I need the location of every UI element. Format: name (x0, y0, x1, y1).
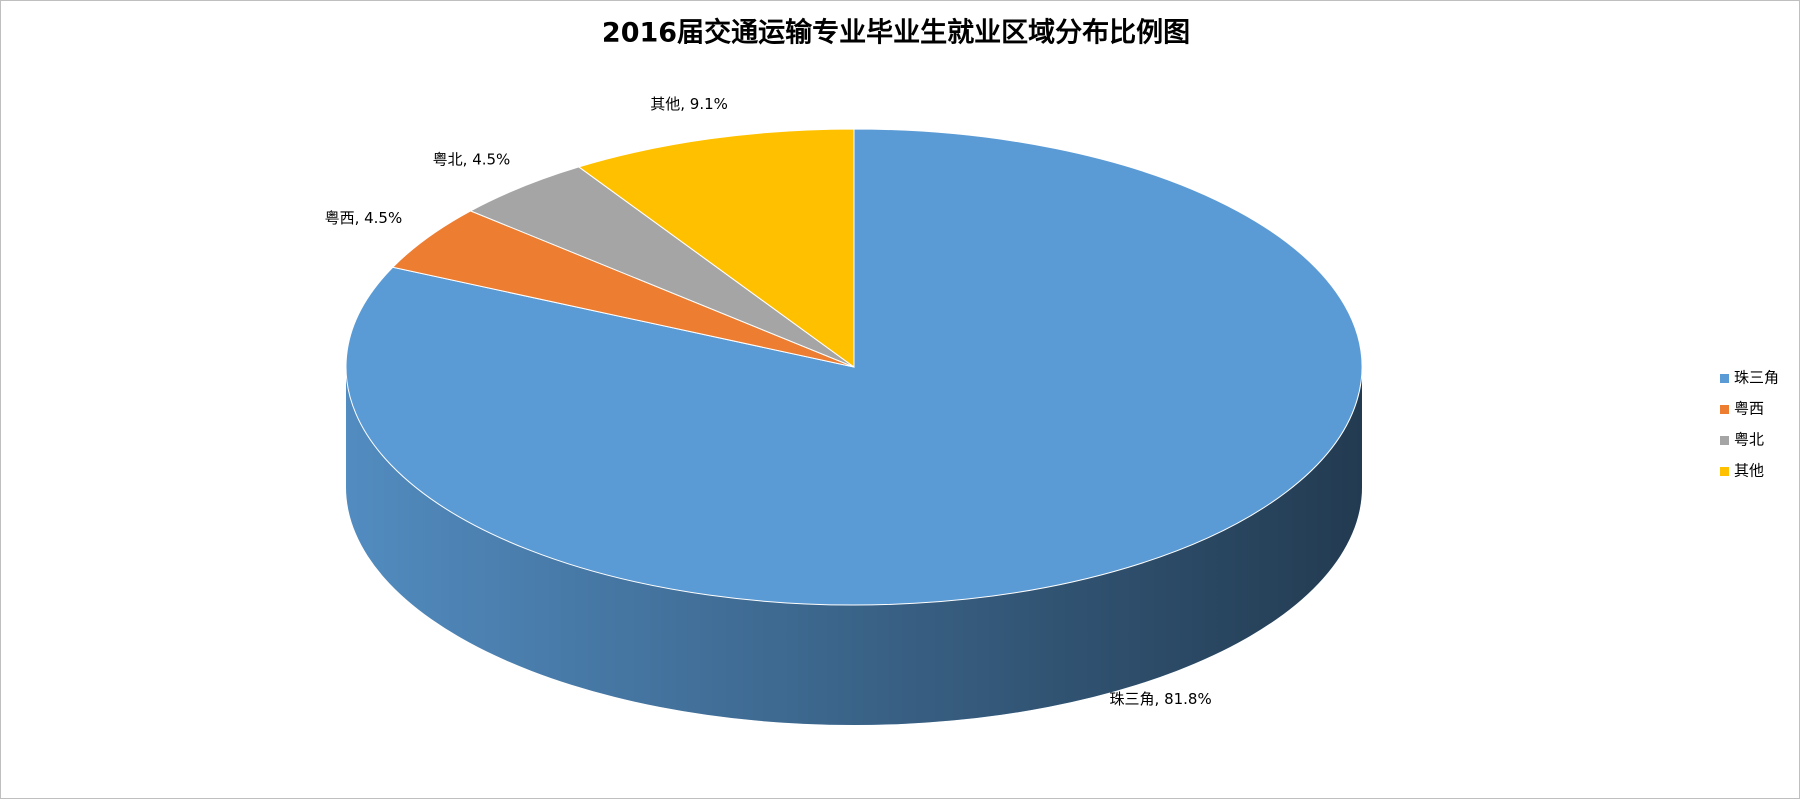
legend-swatch (1720, 436, 1729, 445)
legend-label: 粤北 (1734, 431, 1764, 449)
legend-swatch (1720, 467, 1729, 476)
data-label: 粤北, 4.5% (433, 151, 511, 169)
pie (345, 128, 1363, 725)
data-label: 其他, 9.1% (650, 95, 728, 113)
pie-side-shade (346, 367, 1362, 725)
legend-label: 其他 (1734, 462, 1764, 480)
legend-label: 珠三角 (1734, 369, 1779, 387)
data-label: 珠三角, 81.8% (1110, 690, 1212, 708)
legend-swatch (1720, 374, 1729, 383)
data-label: 粤西, 4.5% (325, 209, 403, 227)
legend-swatch (1720, 405, 1729, 414)
chart-title: 2016届交通运输专业毕业生就业区域分布比例图 (602, 17, 1190, 49)
pie-slice (345, 128, 1363, 606)
pie-slice (577, 128, 855, 368)
legend-label: 粤西 (1734, 400, 1764, 418)
